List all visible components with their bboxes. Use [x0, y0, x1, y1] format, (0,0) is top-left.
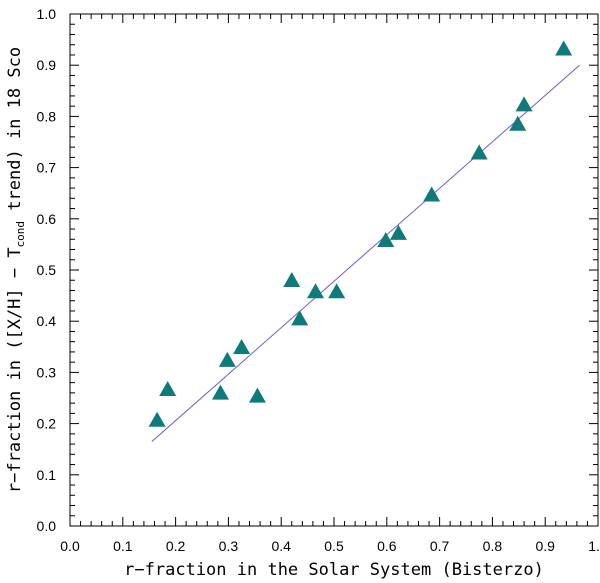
- y-tick-label: 0.9: [37, 57, 57, 73]
- data-points: [148, 40, 573, 427]
- y-axis-title-end: trend) in 18 Sco: [5, 47, 25, 221]
- y-tick-label: 0.1: [37, 467, 57, 483]
- data-point: [377, 232, 395, 248]
- y-tick-labels: 0.0 0.1 0.2 0.3 0.4 0.5 0.6 0.7 0.8 0.9 1.0: [37, 6, 57, 534]
- data-point: [291, 310, 309, 326]
- x-tick-labels: 0.0 0.1 0.2 0.3 0.4 0.5 0.6 0.7 0.8 0.9 1.0: [60, 538, 600, 554]
- y-tick-label: 0.8: [37, 108, 57, 124]
- y-tick-label: 0.6: [37, 211, 57, 227]
- x-tick-label: 0.4: [271, 538, 291, 554]
- x-tick-label: 0.2: [166, 538, 186, 554]
- x-tick-label: 0.9: [535, 538, 555, 554]
- x-tick-label: 1.0: [588, 538, 600, 554]
- data-point: [389, 224, 407, 240]
- plot-frame: [69, 13, 599, 527]
- data-point: [248, 387, 266, 403]
- x-tick-label: 0.7: [430, 538, 450, 554]
- y-axis-title-subscript: cond: [14, 221, 27, 248]
- data-point: [148, 411, 166, 427]
- data-point: [328, 283, 346, 299]
- data-point: [233, 339, 251, 355]
- x-axis-title: r−fraction in the Solar System (Bisterzo…: [124, 560, 544, 580]
- y-tick-label: 0.7: [37, 160, 57, 176]
- x-tick-label: 0.5: [324, 538, 344, 554]
- x-tick-label: 0.6: [377, 538, 397, 554]
- data-point: [555, 40, 573, 56]
- y-tick-label: 0.5: [37, 262, 57, 278]
- data-point: [470, 144, 488, 160]
- x-tick-label: 0.3: [219, 538, 239, 554]
- y-tick-label: 1.0: [37, 6, 57, 22]
- axis-ticks: [69, 13, 599, 527]
- data-point: [307, 283, 325, 299]
- data-point: [283, 271, 301, 287]
- fit-line: [151, 64, 580, 442]
- y-tick-label: 0.2: [37, 416, 57, 432]
- data-point: [509, 115, 527, 131]
- data-point: [423, 186, 441, 202]
- y-tick-label: 0.3: [37, 364, 57, 380]
- y-tick-label: 0.0: [37, 518, 57, 534]
- y-axis-title: r−fraction in ([X/H] − Tcond trend) in 1…: [5, 47, 27, 493]
- data-point: [211, 384, 229, 400]
- data-point: [218, 351, 236, 367]
- data-point: [159, 381, 177, 397]
- x-tick-label: 0.8: [483, 538, 503, 554]
- x-tick-label: 0.0: [60, 538, 80, 554]
- y-axis-title-main: r−fraction in ([X/H] − T: [5, 247, 25, 493]
- y-tick-label: 0.4: [37, 313, 57, 329]
- fit-line-group: [151, 64, 580, 442]
- data-point: [515, 96, 533, 112]
- x-tick-label: 0.1: [113, 538, 133, 554]
